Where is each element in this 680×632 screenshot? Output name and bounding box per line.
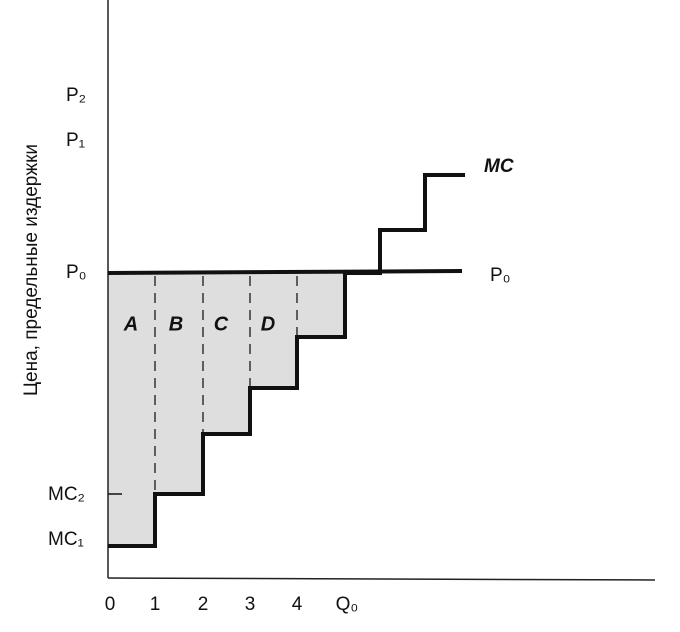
y-label: MC₁ <box>48 529 84 550</box>
x-label: 4 <box>292 594 303 615</box>
y-label: P₁ <box>66 130 85 151</box>
y-label: P₂ <box>66 85 86 106</box>
y-label: P₀ <box>66 262 87 283</box>
x-axis <box>107 577 656 581</box>
area-label: A <box>123 313 138 335</box>
y-label: MC₂ <box>48 484 85 505</box>
x-label: 3 <box>245 594 256 615</box>
x-label: 2 <box>198 594 209 615</box>
price-label: P₀ <box>490 265 511 286</box>
price-line <box>107 269 463 275</box>
mc-curve <box>108 173 465 548</box>
mc-label: MC <box>484 156 514 177</box>
dashed-dividers <box>154 276 298 494</box>
x-label: 1 <box>150 594 161 615</box>
y-axis-label: Цена, предельные издержки <box>21 144 42 396</box>
area-label: B <box>169 313 183 335</box>
area-label: C <box>214 313 229 335</box>
x-label: Q₀ <box>336 594 359 615</box>
x-label: 0 <box>105 594 116 615</box>
shaded-area <box>108 273 345 546</box>
area-label: D <box>261 313 275 335</box>
